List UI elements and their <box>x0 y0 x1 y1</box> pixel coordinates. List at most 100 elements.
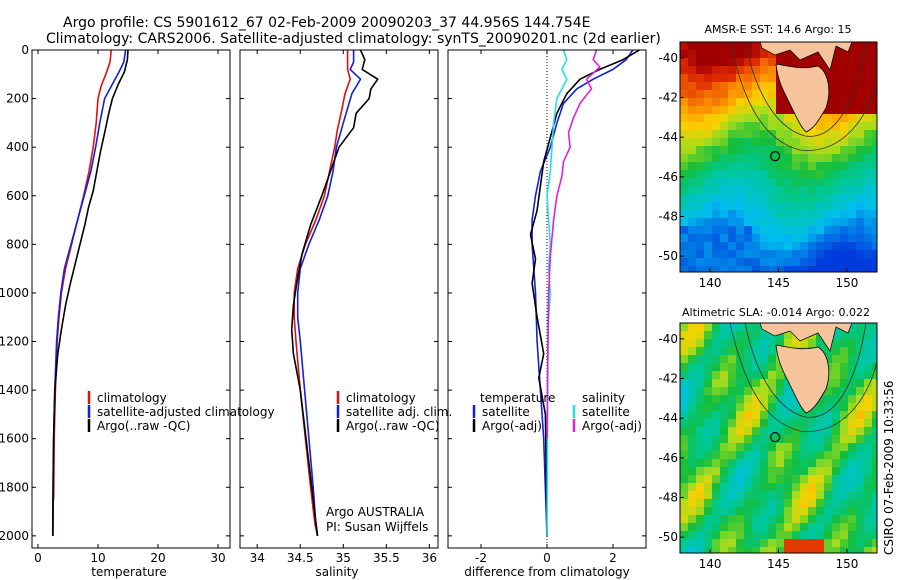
heatmap-cell <box>856 178 865 187</box>
heatmap-cell <box>712 82 721 91</box>
heatmap-cell <box>728 395 737 404</box>
heatmap-cell <box>760 66 769 75</box>
heatmap-cell <box>776 387 785 396</box>
heatmap-cell <box>720 74 729 83</box>
heatmap-cell <box>704 355 713 364</box>
heatmap-cell <box>864 218 873 227</box>
legend-entry: satellite <box>482 405 530 419</box>
heatmap-cell <box>688 146 697 155</box>
heatmap-cell <box>824 435 833 444</box>
heatmap-cell <box>776 419 785 428</box>
heatmap-cell <box>728 162 737 171</box>
heatmap-cell <box>848 387 857 396</box>
salinity-panel: 34 34.5 35 35.5 36 salinity climatology sate… <box>239 49 452 579</box>
series-line-satellite-adjusted-climatology <box>52 50 127 536</box>
heatmap-cell <box>776 186 785 195</box>
heatmap-cell <box>840 435 849 444</box>
heatmap-cell <box>680 90 689 99</box>
heatmap-cell <box>736 138 745 147</box>
heatmap-cell <box>720 483 729 492</box>
heatmap-cell <box>760 379 769 388</box>
heatmap-cell <box>728 250 737 259</box>
heatmap-cell <box>800 515 809 524</box>
heatmap-cell <box>840 483 849 492</box>
heatmap-cell <box>752 170 761 179</box>
heatmap-cell <box>736 202 745 211</box>
heatmap-cell <box>680 387 689 396</box>
heatmap-cell <box>792 419 801 428</box>
heatmap-cell <box>728 114 737 123</box>
heatmap-cell <box>680 411 689 420</box>
heatmap-cell <box>696 451 705 460</box>
heatmap-cell <box>696 98 705 107</box>
heatmap-cell <box>744 491 753 500</box>
series-line-argo-adj- <box>546 50 601 439</box>
heatmap-cell <box>680 427 689 436</box>
heatmap-cell <box>704 130 713 139</box>
heatmap-cell <box>864 74 873 83</box>
heatmap-cell <box>752 387 761 396</box>
heatmap-cell <box>680 226 689 235</box>
heatmap-cell <box>680 242 689 251</box>
heatmap-cell <box>864 459 873 468</box>
heatmap-cell <box>864 210 873 219</box>
heatmap-cell <box>832 226 841 235</box>
heatmap-cell <box>680 363 689 372</box>
heatmap-cell <box>800 507 809 516</box>
heatmap-cell <box>696 242 705 251</box>
heatmap-cell <box>776 234 785 243</box>
heatmap-cell <box>864 387 873 396</box>
heatmap-cell <box>816 459 825 468</box>
heatmap-cell <box>816 339 825 348</box>
heatmap-cell <box>720 266 729 272</box>
heatmap-cell <box>856 202 865 211</box>
heatmap-cell <box>728 226 737 235</box>
heatmap-cell <box>736 371 745 380</box>
heatmap-cell <box>736 475 745 484</box>
heatmap-cell <box>824 226 833 235</box>
heatmap-cell <box>728 515 737 524</box>
heatmap-cell <box>712 226 721 235</box>
heatmap-cell <box>856 483 865 492</box>
x-tick-label: 34 <box>250 551 265 565</box>
heatmap-cell <box>768 178 777 187</box>
heatmap-cell <box>696 331 705 340</box>
heatmap-cell <box>720 154 729 163</box>
heatmap-cell <box>856 355 865 364</box>
heatmap-cell <box>864 395 873 404</box>
heatmap-cell <box>768 507 777 516</box>
heatmap-cell <box>808 162 817 171</box>
heatmap-cell <box>688 467 697 476</box>
heatmap-cell <box>760 523 769 532</box>
heatmap-cell <box>680 138 689 147</box>
heatmap-cell <box>792 258 801 267</box>
heatmap-cell <box>720 114 729 123</box>
heatmap-cell <box>816 403 825 412</box>
heatmap-cell <box>736 491 745 500</box>
heatmap-cell <box>808 130 817 139</box>
heatmap-cell <box>824 531 833 540</box>
heatmap-cell <box>720 363 729 372</box>
heatmap-cell <box>848 178 857 187</box>
heatmap-cell <box>688 419 697 428</box>
heatmap-cell <box>728 339 737 348</box>
heatmap-cell <box>744 154 753 163</box>
heatmap-cell <box>872 427 877 436</box>
heatmap-cell <box>736 154 745 163</box>
heatmap-cell <box>776 266 785 272</box>
heatmap-cell <box>760 234 769 243</box>
heatmap-cell <box>688 515 697 524</box>
x-tick-label: 30 <box>210 551 225 565</box>
heatmap-cell <box>728 531 737 540</box>
heatmap-cell <box>784 146 793 155</box>
heatmap-cell <box>736 515 745 524</box>
heatmap-cell <box>792 202 801 211</box>
heatmap-cell <box>752 411 761 420</box>
heatmap-cell <box>680 218 689 227</box>
heatmap-cell <box>728 379 737 388</box>
heatmap-cell <box>720 531 729 540</box>
heatmap-cell <box>696 363 705 372</box>
heatmap-cell <box>864 371 873 380</box>
heatmap-cell <box>688 499 697 508</box>
heatmap-cell <box>752 499 761 508</box>
